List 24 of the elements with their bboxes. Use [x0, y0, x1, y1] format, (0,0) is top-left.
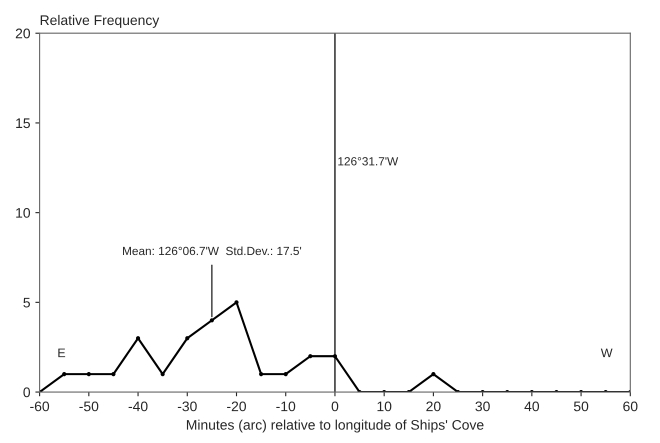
annotation: Mean: 126°06.7'W Std.Dev.: 17.5' [123, 246, 302, 256]
y-tick-label: 15 [16, 118, 30, 128]
x-axis-title: Minutes (arc) relative to longitude of Ships' Cove [186, 420, 484, 433]
ref-line-label: 126°31.7'W [338, 157, 398, 166]
x-tick-label: -30 [178, 401, 197, 412]
y-axis-title: Relative Frequency [40, 14, 160, 28]
x-tick-label: -40 [128, 401, 148, 412]
x-tick-label: -50 [79, 401, 98, 412]
x-tick-label: 10 [378, 401, 392, 412]
x-tick-label: 0 [332, 401, 338, 412]
y-tick-label: 10 [16, 208, 30, 218]
x-tick-label: 20 [426, 401, 441, 412]
x-tick-label: 40 [524, 401, 540, 412]
annotation: E [58, 348, 66, 358]
x-tick-label: 30 [475, 401, 490, 412]
y-tick-label: 20 [16, 28, 30, 38]
annotation: W [600, 348, 613, 358]
x-tick-label: -20 [227, 401, 246, 412]
x-tick-label: -10 [276, 401, 296, 412]
y-tick-label: 5 [23, 298, 30, 308]
y-tick-label: 0 [23, 387, 30, 398]
x-tick-label: 60 [623, 401, 638, 412]
x-tick-label: 50 [574, 401, 588, 412]
x-tick-label: -60 [30, 401, 50, 412]
